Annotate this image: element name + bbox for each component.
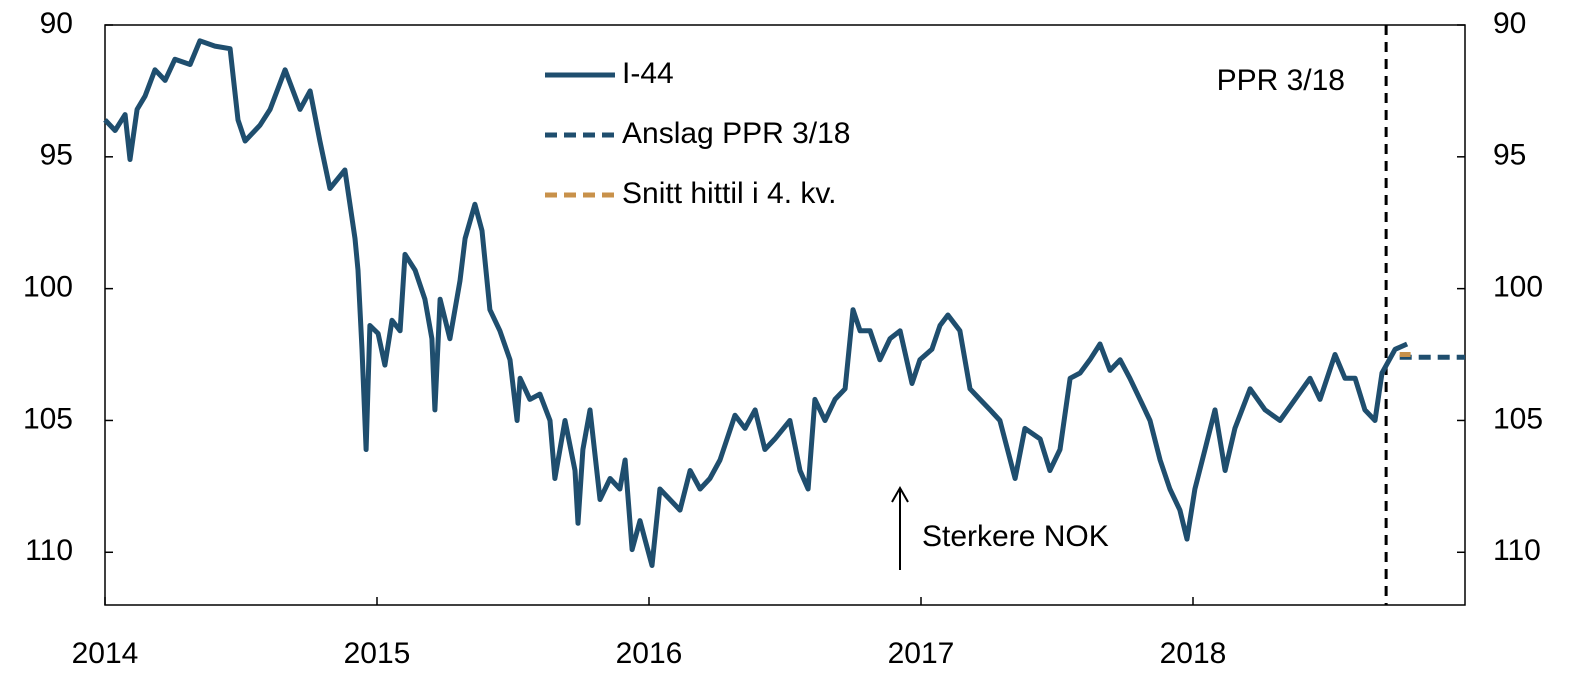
- y2-tick-label: 90: [1493, 7, 1526, 40]
- x-tick-label: 2014: [72, 637, 139, 670]
- y2-tick-label: 95: [1493, 139, 1526, 172]
- arrow-head: [891, 485, 909, 503]
- x-tick-label: 2015: [344, 637, 411, 670]
- x-tick-label: 2016: [616, 637, 683, 670]
- legend-label: I-44: [622, 57, 674, 90]
- legend-label: Snitt hittil i 4. kv.: [622, 177, 837, 210]
- y-tick-label: 105: [23, 402, 73, 435]
- y-tick-label: 90: [40, 7, 73, 40]
- y2-tick-label: 105: [1493, 402, 1543, 435]
- vline-label: PPR 3/18: [1217, 64, 1345, 97]
- y2-tick-label: 100: [1493, 271, 1543, 304]
- y2-tick-label: 110: [1493, 534, 1541, 567]
- y-tick-label: 110: [25, 534, 73, 567]
- y-tick-label: 95: [40, 139, 73, 172]
- annotation: Sterkere NOK: [922, 520, 1109, 553]
- y-tick-label: 100: [23, 271, 73, 304]
- legend-label: Anslag PPR 3/18: [622, 117, 850, 150]
- x-tick-label: 2017: [888, 637, 955, 670]
- plot-frame: [104, 24, 1466, 606]
- series-line: [103, 38, 1409, 568]
- x-tick-label: 2018: [1160, 637, 1227, 670]
